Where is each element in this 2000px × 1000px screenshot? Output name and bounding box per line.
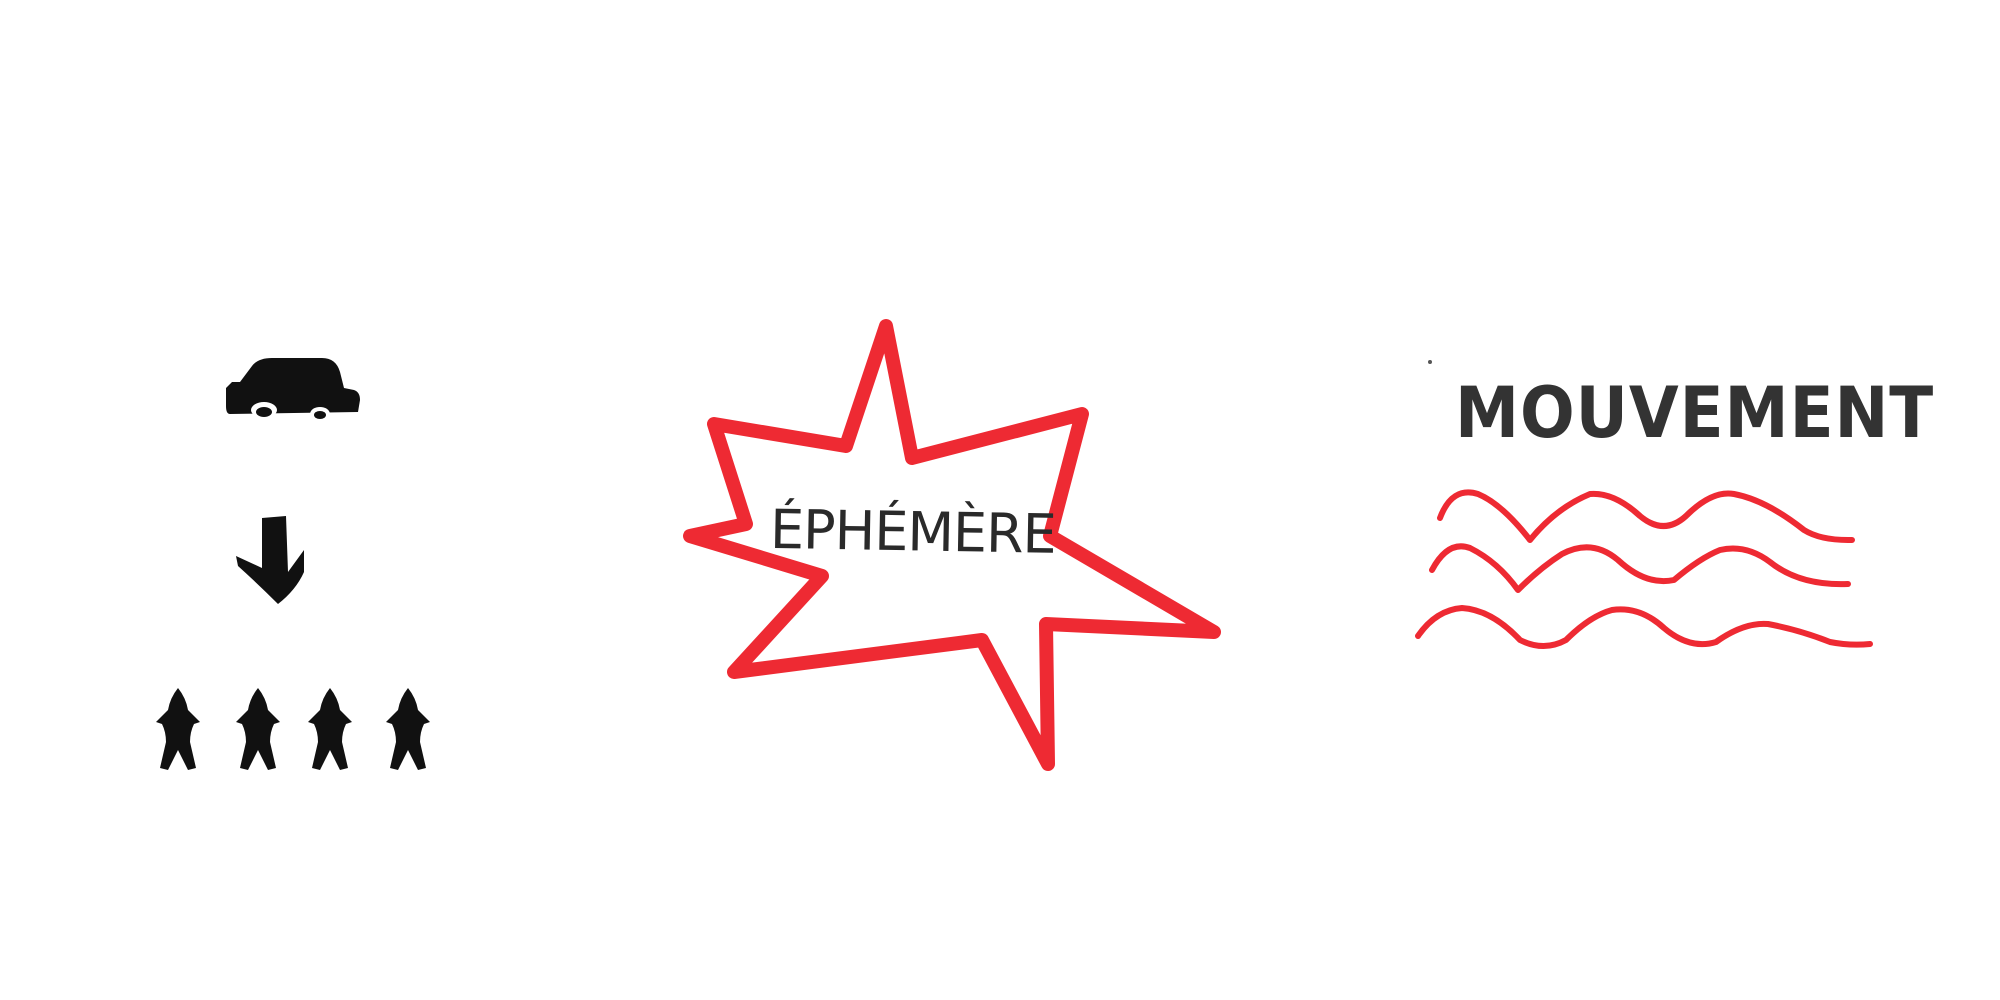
wave-line [1415, 605, 1873, 649]
person-icon [308, 688, 352, 770]
burst-shape [683, 319, 1221, 771]
wave-lines [1415, 489, 1873, 649]
arrow-down-icon [236, 516, 304, 604]
ink-dot [1428, 360, 1432, 364]
wave-line [1437, 489, 1855, 543]
wave-line [1429, 543, 1851, 593]
person-icon [386, 688, 430, 770]
burst-label: ÉPHÉMÈRE [769, 497, 1057, 566]
people-group [156, 688, 430, 770]
car-icon [226, 358, 360, 421]
person-icon [236, 688, 280, 770]
movement-label: MOUVEMENT [1455, 372, 1935, 454]
person-icon [156, 688, 200, 770]
